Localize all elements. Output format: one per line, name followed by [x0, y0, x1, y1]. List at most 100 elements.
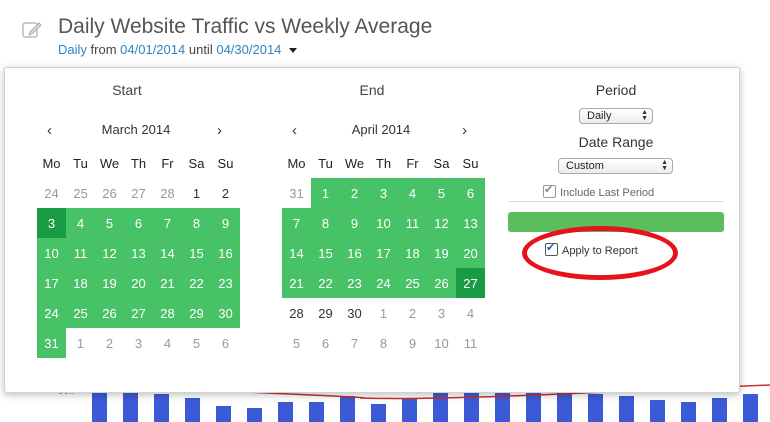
start-day-cell[interactable]: 19	[95, 268, 124, 298]
end-day-cell[interactable]: 20	[456, 238, 485, 268]
from-date-link[interactable]: 04/01/2014	[120, 42, 186, 57]
start-day-cell[interactable]: 29	[182, 298, 211, 328]
start-prev-month-button[interactable]: ‹	[47, 122, 52, 139]
end-day-cell[interactable]: 10	[369, 208, 398, 238]
start-day-cell[interactable]: 31	[37, 328, 66, 358]
end-day-cell[interactable]: 28	[289, 305, 304, 321]
start-day-cell[interactable]: 23	[211, 268, 240, 298]
end-day-cell[interactable]: 11	[398, 208, 427, 238]
end-day-cell[interactable]: 2	[408, 305, 417, 321]
start-day-cell[interactable]: 16	[211, 238, 240, 268]
end-prev-month-button[interactable]: ‹	[292, 122, 297, 139]
start-day-cell[interactable]: 9	[211, 208, 240, 238]
end-day-cell[interactable]: 4	[466, 305, 475, 321]
start-day-cell[interactable]: 5	[95, 208, 124, 238]
start-day-cell[interactable]: 30	[211, 298, 240, 328]
end-day-cell[interactable]: 23	[340, 268, 369, 298]
end-day-cell[interactable]: 2	[340, 178, 369, 208]
start-day-cell[interactable]: 26	[102, 185, 117, 201]
end-day-cell[interactable]: 10	[434, 335, 449, 351]
start-next-month-button[interactable]: ›	[217, 122, 222, 139]
end-day-cell[interactable]: 1	[311, 178, 340, 208]
start-day-cell[interactable]: 27	[124, 298, 153, 328]
end-day-cell[interactable]: 17	[369, 238, 398, 268]
start-day-cell[interactable]: 25	[66, 298, 95, 328]
start-day-cell[interactable]: 11	[66, 238, 95, 268]
end-day-cell[interactable]: 5	[427, 178, 456, 208]
end-day-cell[interactable]: 25	[398, 268, 427, 298]
end-day-cell[interactable]: 7	[282, 208, 311, 238]
edit-icon[interactable]	[22, 20, 42, 40]
end-day-cell[interactable]: 22	[311, 268, 340, 298]
apply-to-report-row[interactable]: Apply to Report	[545, 241, 638, 257]
apply-button[interactable]	[508, 212, 724, 232]
start-day-cell[interactable]: 12	[95, 238, 124, 268]
end-day-cell[interactable]: 26	[427, 268, 456, 298]
start-day-cell[interactable]: 5	[192, 335, 201, 351]
end-day-cell[interactable]: 8	[379, 335, 388, 351]
apply-to-report-checkbox[interactable]	[545, 241, 558, 256]
end-day-cell[interactable]: 21	[282, 268, 311, 298]
end-day-cell[interactable]: 19	[427, 238, 456, 268]
end-day-cell[interactable]: 6	[456, 178, 485, 208]
end-day-cell[interactable]: 3	[437, 305, 446, 321]
start-day-cell[interactable]: 20	[124, 268, 153, 298]
end-day-cell[interactable]: 29	[318, 305, 333, 321]
end-day-cell[interactable]: 7	[350, 335, 359, 351]
start-day-cell[interactable]: 18	[66, 268, 95, 298]
end-day-cell[interactable]: 6	[321, 335, 330, 351]
end-day-cell[interactable]: 3	[369, 178, 398, 208]
start-day-cell[interactable]: 7	[153, 208, 182, 238]
end-day-cell[interactable]: 30	[347, 305, 362, 321]
end-day-cell[interactable]: 4	[398, 178, 427, 208]
start-day-cell[interactable]: 4	[163, 335, 172, 351]
end-day-cell[interactable]: 31	[289, 185, 304, 201]
start-day-cell[interactable]: 25	[73, 185, 88, 201]
start-day-cell[interactable]: 15	[182, 238, 211, 268]
date-summary[interactable]: Daily from 04/01/2014 until 04/30/2014	[58, 42, 298, 57]
end-day-cell[interactable]: 24	[369, 268, 398, 298]
date-range-select[interactable]: Custom ▲ ▼	[558, 158, 673, 174]
granularity-link[interactable]: Daily	[58, 42, 87, 57]
caret-down-icon[interactable]	[289, 48, 298, 54]
start-day-cell[interactable]: 28	[160, 185, 175, 201]
start-day-cell[interactable]: 1	[192, 185, 201, 201]
end-day-cell[interactable]: 16	[340, 238, 369, 268]
end-day-cell[interactable]: 18	[398, 238, 427, 268]
end-day-cell[interactable]: 14	[282, 238, 311, 268]
end-day-cell[interactable]: 5	[292, 335, 301, 351]
end-day-cell[interactable]: 1	[379, 305, 388, 321]
start-day-cell[interactable]: 10	[37, 238, 66, 268]
start-day-cell[interactable]: 6	[221, 335, 230, 351]
period-select[interactable]: Daily ▲ ▼	[579, 108, 653, 124]
start-day-cell[interactable]: 3	[134, 335, 143, 351]
start-day-cell[interactable]: 13	[124, 238, 153, 268]
end-next-month-button[interactable]: ›	[462, 122, 467, 139]
start-day-cell[interactable]: 1	[76, 335, 85, 351]
include-last-period-row[interactable]: Include Last Period	[543, 183, 654, 199]
start-day-cell[interactable]: 14	[153, 238, 182, 268]
end-day-cell[interactable]: 9	[340, 208, 369, 238]
end-day-cell[interactable]: 13	[456, 208, 485, 238]
start-day-cell[interactable]: 28	[153, 298, 182, 328]
end-day-cell[interactable]: 15	[311, 238, 340, 268]
start-day-cell[interactable]: 6	[124, 208, 153, 238]
end-day-cell[interactable]: 11	[463, 335, 478, 351]
start-day-cell[interactable]: 2	[105, 335, 114, 351]
start-day-cell[interactable]: 17	[37, 268, 66, 298]
start-day-cell[interactable]: 24	[44, 185, 59, 201]
start-day-cell[interactable]: 21	[153, 268, 182, 298]
start-day-cell[interactable]: 24	[37, 298, 66, 328]
end-day-cell[interactable]: 8	[311, 208, 340, 238]
end-day-cell[interactable]: 9	[408, 335, 417, 351]
end-day-cell[interactable]: 27	[456, 268, 485, 298]
until-date-link[interactable]: 04/30/2014	[216, 42, 282, 57]
start-day-cell[interactable]: 2	[221, 185, 230, 201]
include-last-period-checkbox[interactable]	[543, 183, 556, 198]
start-day-cell[interactable]: 4	[66, 208, 95, 238]
start-day-cell[interactable]: 22	[182, 268, 211, 298]
start-day-cell[interactable]: 3	[37, 208, 66, 238]
end-day-cell[interactable]: 12	[427, 208, 456, 238]
start-day-cell[interactable]: 8	[182, 208, 211, 238]
start-day-cell[interactable]: 26	[95, 298, 124, 328]
